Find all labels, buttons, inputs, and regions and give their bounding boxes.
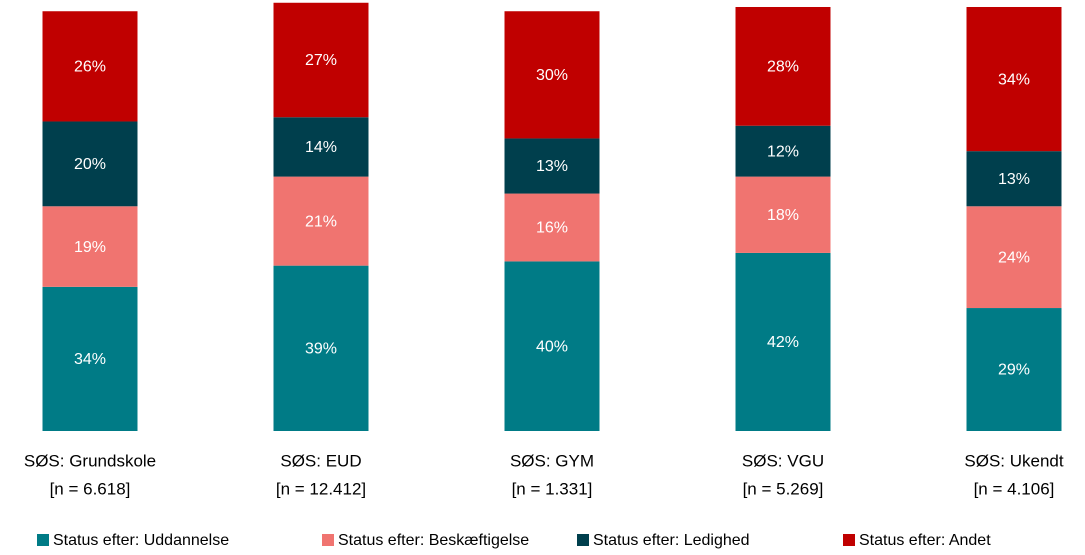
bar-segment [735,252,831,431]
bar-segment [273,117,369,177]
data-label: 42% [767,334,799,351]
data-label: 30% [536,67,568,84]
bar-segment [42,11,138,122]
bar-segment [273,176,369,266]
legend-swatch [37,534,49,546]
x-tick-label: SØS: Ukendt [964,451,1063,470]
bar-segment [273,2,369,118]
bar-segment [966,206,1062,309]
data-label: 29% [998,362,1030,379]
data-label: 12% [767,143,799,160]
x-tick-label: SØS: VGU [742,451,824,470]
data-label: 14% [305,139,337,156]
x-tick-label: SØS: EUD [280,451,361,470]
data-label: 28% [767,59,799,76]
bar-segment [273,265,369,431]
data-label: 20% [74,156,106,173]
legend-label: Status efter: Ledighed [593,532,750,549]
data-label: 39% [305,341,337,358]
bar-segment [966,308,1062,431]
legend-swatch [577,534,589,546]
data-label: 13% [536,158,568,175]
bar-segment [504,193,600,262]
data-label: 21% [305,213,337,230]
bar-segment [504,11,600,139]
legend-swatch [322,534,334,546]
sample-size: [n = 5.269] [743,479,824,498]
sample-size: [n = 4.106] [974,479,1055,498]
sample-size: [n = 1.331] [512,479,593,498]
data-label: 34% [74,351,106,368]
bar-segment [504,138,600,194]
sample-size: [n = 6.618] [50,479,131,498]
data-label: 27% [305,52,337,69]
data-label: 40% [536,338,568,355]
legend-label: Status efter: Beskæftigelse [338,532,529,549]
x-tick-label: SØS: Grundskole [24,451,156,470]
bar-segment [735,125,831,177]
legend-label: Status efter: Uddannelse [53,532,229,549]
data-label: 24% [998,249,1030,266]
data-label: 16% [536,220,568,237]
bar-segment [735,176,831,253]
bar-segment [504,261,600,431]
bar-segment [966,151,1062,207]
data-label: 18% [767,207,799,224]
bar-segment [42,206,138,287]
bar-segment [42,121,138,207]
bar-segment [42,286,138,431]
data-label: 26% [74,59,106,76]
legend-label: Status efter: Andet [859,532,991,549]
legend-swatch [843,534,855,546]
x-tick-label: SØS: GYM [510,451,594,470]
data-label: 19% [74,239,106,256]
data-label: 13% [998,171,1030,188]
sample-size: [n = 12.412] [276,479,366,498]
bar-segment [966,7,1062,152]
bar-segment [735,7,831,126]
data-label: 34% [998,71,1030,88]
